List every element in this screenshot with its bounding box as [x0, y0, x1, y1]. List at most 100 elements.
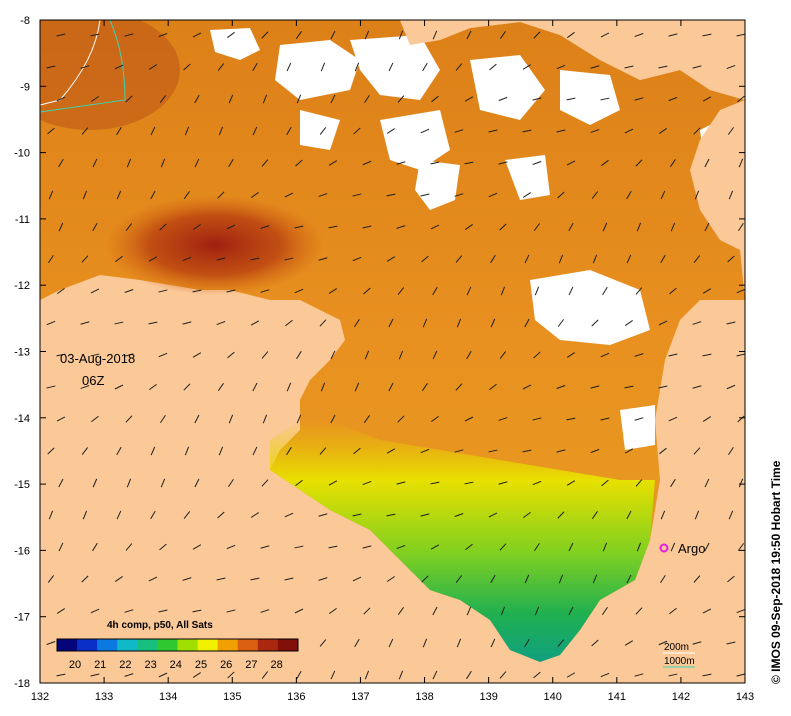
wind-arrow [702, 416, 711, 422]
wind-arrow [58, 542, 64, 552]
wind-arrow [702, 608, 712, 614]
wind-arrow [626, 574, 632, 584]
wind-arrow [600, 352, 610, 358]
wind-arrow [320, 62, 326, 72]
wind-arrow [568, 222, 574, 232]
wind-arrow [692, 321, 702, 325]
colorbar-ticks: 20 21 22 23 24 25 26 27 28 [69, 659, 283, 671]
wind-arrow [464, 96, 474, 102]
wind-arrow [397, 95, 405, 103]
wind-arrow [294, 545, 304, 549]
wind-arrow [693, 255, 701, 263]
wind-arrow [488, 512, 498, 518]
wind-arrow [226, 544, 236, 550]
wind-arrow [354, 382, 360, 392]
wind-arrow [568, 286, 574, 296]
wind-arrow [626, 190, 632, 200]
wind-arrow [422, 638, 428, 648]
wind-arrow [432, 350, 438, 360]
wind-arrow [386, 513, 396, 517]
wind-arrow [430, 161, 440, 165]
wind-arrow [194, 94, 200, 104]
colorbar-segment [157, 639, 178, 651]
wind-arrow [159, 223, 167, 231]
wind-arrow [158, 33, 168, 37]
colorbar-segment [217, 639, 239, 651]
wind-arrow [92, 158, 98, 168]
wind-arrow [148, 64, 158, 70]
colorbar-segment [177, 639, 199, 651]
wind-arrow [296, 414, 302, 424]
x-tick-label: 140 [544, 691, 562, 703]
colorbar-segment [257, 639, 279, 651]
wind-arrow [124, 33, 134, 37]
wind-arrow [498, 161, 508, 165]
wind-arrow [702, 33, 712, 37]
wind-arrow [319, 447, 327, 455]
wind-arrow [126, 158, 132, 168]
wind-arrow [726, 64, 736, 70]
wind-arrow [693, 447, 701, 455]
wind-arrow [116, 510, 122, 520]
wind-arrow [183, 191, 190, 199]
wind-arrow [498, 417, 508, 421]
wind-arrow [364, 350, 370, 360]
wind-arrow [90, 608, 100, 614]
colorbar-segment [197, 639, 219, 651]
wind-arrow [362, 160, 372, 166]
wind-arrow [158, 289, 168, 293]
wind-arrow [557, 511, 565, 519]
wind-arrow [116, 126, 122, 136]
wind-arrow [454, 513, 464, 517]
wind-arrow [533, 31, 541, 39]
wind-arrow [590, 385, 600, 389]
wind-arrow [591, 319, 599, 327]
wind-arrow [82, 190, 88, 200]
wind-arrow [90, 288, 100, 294]
wind-arrow [183, 383, 191, 391]
wind-arrow [465, 543, 473, 551]
contour-legend-label: 200m [664, 642, 689, 653]
wind-arrow [362, 480, 372, 486]
warm-sst-patch [105, 195, 325, 295]
wind-arrow [90, 673, 100, 677]
wind-arrow [388, 62, 394, 72]
wind-arrow [634, 33, 644, 37]
wind-arrow [454, 129, 464, 133]
wind-arrow [600, 97, 610, 101]
wind-arrow [634, 673, 644, 677]
wind-arrow [532, 97, 542, 101]
wind-arrow [693, 575, 701, 583]
wind-arrow [56, 416, 66, 422]
wind-arrow [624, 65, 634, 69]
wind-arrow [114, 321, 124, 325]
wind-arrow [430, 481, 440, 485]
wind-arrow [658, 385, 668, 389]
wind-arrow [464, 416, 474, 422]
wind-arrow [92, 542, 98, 552]
wind-arrow [726, 384, 736, 390]
wind-arrow [693, 127, 701, 135]
wind-arrow [464, 161, 474, 165]
y-tick-label: -9 [20, 81, 30, 93]
wind-arrow [115, 255, 123, 263]
wind-arrow [590, 65, 600, 69]
wind-arrow [499, 31, 506, 39]
wind-arrow [330, 94, 336, 104]
wind-arrow [158, 609, 168, 613]
wind-arrow [489, 383, 497, 391]
wind-arrow [328, 288, 338, 294]
wind-arrow [388, 318, 394, 328]
wind-arrow [668, 33, 678, 37]
wind-arrow [499, 223, 507, 231]
wind-arrow [500, 606, 506, 616]
wind-arrow [261, 31, 269, 39]
wind-arrow [47, 575, 55, 583]
x-tick-label: 135 [223, 691, 241, 703]
wind-arrow [488, 129, 498, 133]
wind-arrow [466, 286, 472, 296]
wind-vectors [46, 30, 745, 680]
wind-arrow [216, 257, 226, 261]
wind-arrow [386, 448, 396, 454]
wind-arrow [116, 446, 122, 456]
